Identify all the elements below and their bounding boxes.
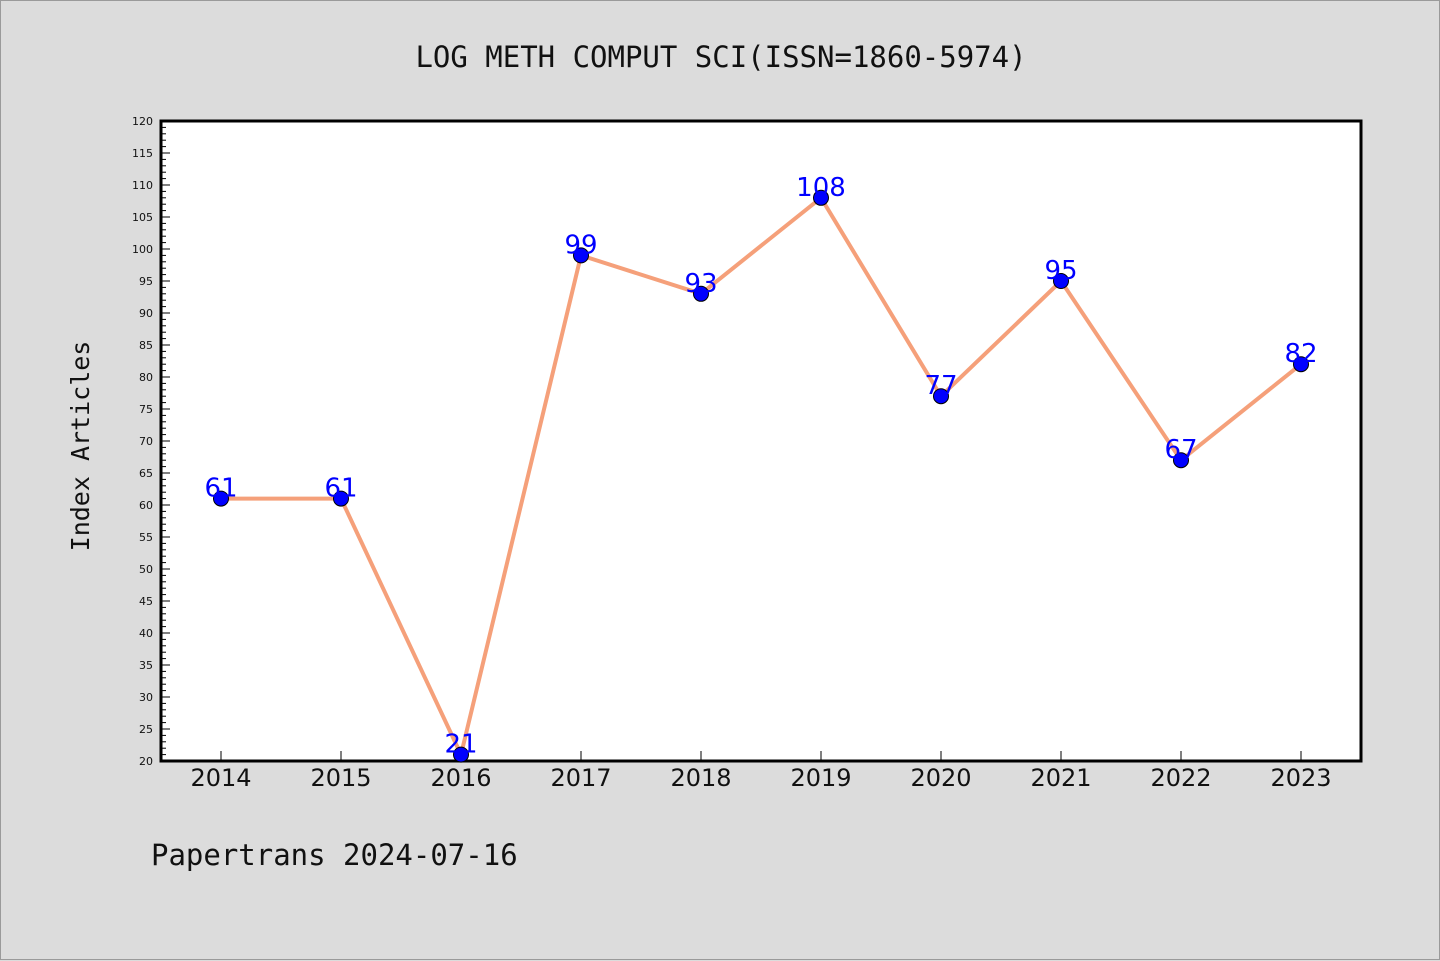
y-tick-label: 60 — [139, 499, 153, 512]
data-label: 77 — [924, 371, 957, 401]
y-tick-label: 100 — [132, 243, 153, 256]
y-tick-label: 40 — [139, 627, 153, 640]
data-point — [453, 746, 469, 763]
data-point — [933, 388, 949, 405]
data-point — [573, 247, 589, 264]
x-tick-label: 2023 — [1270, 764, 1331, 792]
y-tick-label: 55 — [139, 531, 153, 544]
y-tick-label: 35 — [139, 659, 153, 672]
x-tick-label: 2015 — [310, 764, 371, 792]
y-tick-label: 80 — [139, 371, 153, 384]
y-tick-label: 115 — [132, 147, 153, 160]
series-line — [221, 195, 1303, 757]
y-axis-label: Index Articles — [66, 341, 95, 552]
data-label: 95 — [1044, 256, 1077, 286]
y-tick-label: 70 — [139, 435, 153, 448]
y-tick-label: 30 — [139, 691, 153, 704]
y-tick-label: 25 — [139, 723, 153, 736]
data-label: 108 — [796, 173, 846, 203]
y-axis: 20 25 30 35 40 45 50 55 60 65 70 75 80 85 90 95 100 105 11… — [132, 115, 170, 768]
data-point — [333, 490, 349, 507]
series-layer: 61 61 21 99 93 108 77 95 67 82 — [204, 173, 1318, 763]
chart-title: LOG METH COMPUT SCI(ISSN=1860-5974) — [415, 40, 1026, 74]
y-tick-label: 75 — [139, 403, 153, 416]
footer-text: Papertrans 2024-07-16 — [151, 838, 518, 872]
y-tick-label: 65 — [139, 467, 153, 480]
y-tick-label: 50 — [139, 563, 153, 576]
data-label: 93 — [684, 269, 717, 299]
x-axis: 2014 2015 2016 2017 2018 2019 2020 2021 2022 2023 — [190, 751, 1332, 792]
y-tick-label: 85 — [139, 339, 153, 352]
data-label: 67 — [1164, 435, 1197, 465]
data-point — [1293, 356, 1309, 373]
x-tick-label: 2019 — [790, 764, 851, 792]
data-label: 21 — [444, 730, 477, 760]
y-tick-label: 105 — [132, 211, 153, 224]
y-tick-label: 90 — [139, 307, 153, 320]
data-label: 82 — [1284, 339, 1317, 369]
data-label: 61 — [324, 474, 357, 504]
y-tick-label: 110 — [132, 179, 153, 192]
data-point — [693, 285, 709, 302]
y-tick-label: 95 — [139, 275, 153, 288]
data-point — [813, 189, 829, 206]
x-tick-label: 2016 — [430, 764, 491, 792]
y-tick-label: 20 — [139, 755, 153, 768]
data-point — [1173, 452, 1189, 469]
x-tick-label: 2022 — [1150, 764, 1211, 792]
x-tick-label: 2020 — [910, 764, 971, 792]
data-label: 99 — [564, 230, 597, 260]
data-point — [1053, 273, 1069, 289]
y-tick-label: 45 — [139, 595, 153, 608]
x-tick-label: 2017 — [550, 764, 611, 792]
data-point — [213, 490, 229, 507]
data-label: 61 — [204, 474, 237, 504]
x-tick-label: 2021 — [1030, 764, 1091, 792]
x-tick-label: 2014 — [190, 764, 251, 792]
plot-area — [159, 119, 1363, 763]
x-tick-label: 2018 — [670, 764, 731, 792]
y-tick-label: 120 — [132, 115, 153, 128]
